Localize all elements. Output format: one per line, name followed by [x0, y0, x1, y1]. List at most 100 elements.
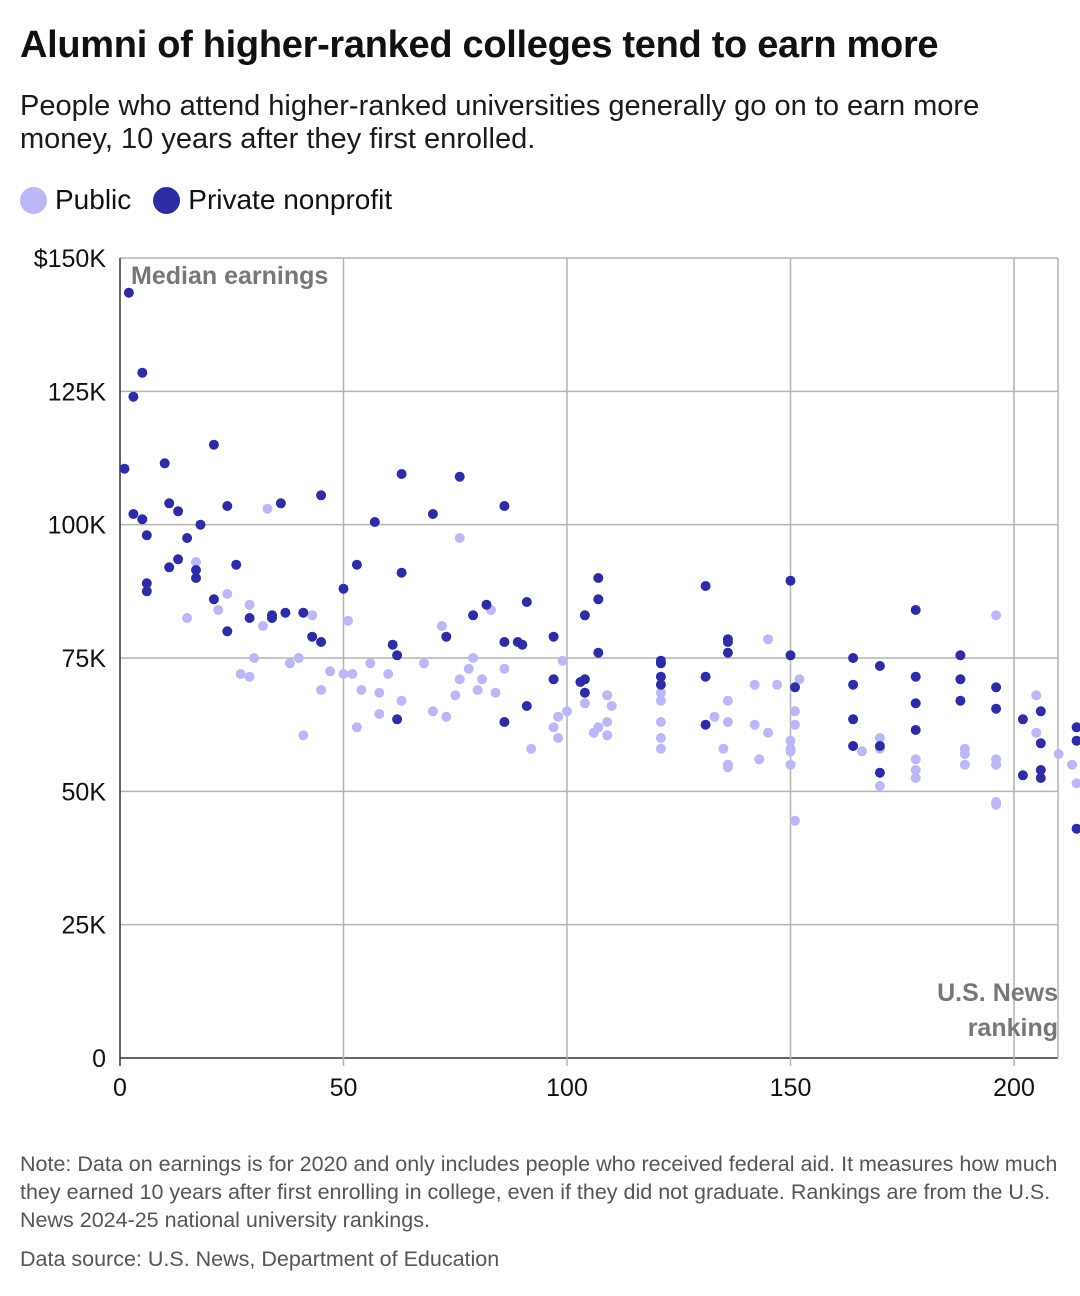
- point-public: [347, 669, 358, 679]
- point-public: [910, 754, 921, 765]
- legend-label-private: Private nonprofit: [188, 184, 393, 215]
- point-private-nonprofit: [991, 703, 1002, 714]
- point-private-nonprofit: [191, 573, 201, 583]
- y-tick-label: 50K: [62, 778, 107, 806]
- point-private-nonprofit: [848, 653, 859, 663]
- x-tick-label: 0: [113, 1074, 127, 1102]
- point-public: [874, 781, 885, 791]
- point-private-nonprofit: [369, 517, 380, 527]
- point-public: [722, 695, 733, 706]
- point-public: [553, 711, 564, 722]
- point-private-nonprofit: [521, 597, 532, 607]
- point-private-nonprofit: [316, 490, 327, 501]
- point-public: [763, 634, 774, 645]
- point-private-nonprofit: [119, 463, 130, 474]
- point-public: [244, 599, 255, 610]
- point-private-nonprofit: [208, 594, 219, 605]
- point-private-nonprofit: [874, 661, 885, 671]
- y-tick-label: 100K: [48, 512, 107, 540]
- point-private-nonprofit: [593, 573, 604, 583]
- footnote: Note: Data on earnings is for 2020 and o…: [20, 1152, 1058, 1232]
- data-source: Data source: U.S. News, Department of Ed…: [20, 1247, 500, 1271]
- point-public: [959, 749, 970, 759]
- y-tick-label: 75K: [62, 645, 107, 673]
- point-private-nonprofit: [481, 599, 492, 610]
- x-axis-label-line1: U.S. News: [937, 979, 1058, 1007]
- point-public: [468, 653, 479, 663]
- point-private-nonprofit: [231, 559, 242, 570]
- point-private-nonprofit: [955, 695, 966, 706]
- point-public: [307, 610, 318, 621]
- point-private-nonprofit: [280, 607, 291, 618]
- point-private-nonprofit: [222, 501, 233, 511]
- point-public: [785, 743, 796, 754]
- point-private-nonprofit: [722, 634, 733, 645]
- point-public: [722, 762, 733, 773]
- point-public: [602, 690, 613, 701]
- point-private-nonprofit: [1035, 773, 1046, 783]
- point-private-nonprofit: [910, 605, 921, 615]
- point-public: [749, 719, 760, 730]
- point-public: [325, 666, 336, 677]
- point-private-nonprofit: [141, 530, 152, 541]
- point-public: [526, 743, 537, 754]
- point-private-nonprofit: [579, 610, 590, 621]
- chart-subtitle: People who attend higher-ranked universi…: [20, 90, 980, 155]
- point-public: [343, 615, 353, 626]
- point-public: [991, 610, 1002, 621]
- point-private-nonprofit: [468, 610, 479, 621]
- point-private-nonprofit: [392, 650, 403, 661]
- point-public: [722, 717, 733, 727]
- point-public: [1071, 778, 1080, 789]
- point-private-nonprofit: [1035, 738, 1046, 749]
- y-tick-label: 125K: [48, 378, 107, 406]
- point-private-nonprofit: [392, 714, 403, 725]
- point-public: [606, 701, 617, 711]
- point-private-nonprofit: [182, 533, 193, 543]
- point-public: [857, 746, 867, 757]
- point-public: [396, 695, 407, 706]
- point-public: [477, 674, 488, 685]
- point-public: [258, 621, 268, 631]
- point-private-nonprofit: [790, 682, 800, 693]
- y-tick-label: 25K: [62, 912, 107, 940]
- point-public: [785, 759, 796, 770]
- legend: Public Private nonprofit: [20, 183, 414, 217]
- axes: 025K50K75K100K125K$150K05010015020025030…: [34, 245, 1035, 1102]
- point-public: [910, 765, 921, 775]
- point-private-nonprofit: [655, 658, 666, 669]
- point-public: [374, 709, 385, 719]
- point-private-nonprofit: [848, 741, 859, 751]
- point-private-nonprofit: [548, 674, 559, 685]
- x-tick-label: 100: [546, 1074, 588, 1102]
- point-public: [436, 621, 447, 631]
- point-private-nonprofit: [517, 639, 528, 650]
- legend-item-private: Private nonprofit: [153, 184, 392, 216]
- point-private-nonprofit: [499, 717, 510, 727]
- point-private-nonprofit: [307, 631, 318, 642]
- legend-swatch-private: [153, 186, 181, 214]
- point-private-nonprofit: [1035, 706, 1046, 717]
- point-private-nonprofit: [1071, 735, 1080, 746]
- y-axis-label: Median earnings: [131, 262, 328, 290]
- point-private-nonprofit: [141, 578, 152, 589]
- point-public: [463, 663, 474, 674]
- point-private-nonprofit: [123, 287, 134, 298]
- point-private-nonprofit: [195, 519, 206, 530]
- point-private-nonprofit: [499, 501, 510, 511]
- point-private-nonprofit: [593, 594, 604, 605]
- grid: [119, 257, 1059, 1066]
- legend-label-public: Public: [55, 184, 132, 215]
- point-public: [718, 743, 729, 754]
- point-private-nonprofit: [275, 498, 286, 509]
- point-public: [262, 503, 273, 514]
- point-private-nonprofit: [1017, 714, 1028, 725]
- legend-swatch-public: [20, 186, 47, 214]
- point-private-nonprofit: [521, 701, 532, 711]
- point-private-nonprofit: [700, 671, 711, 682]
- point-public: [749, 679, 760, 690]
- point-private-nonprofit: [396, 567, 407, 578]
- point-public: [991, 759, 1002, 770]
- point-public: [365, 658, 376, 669]
- point-public: [419, 658, 429, 669]
